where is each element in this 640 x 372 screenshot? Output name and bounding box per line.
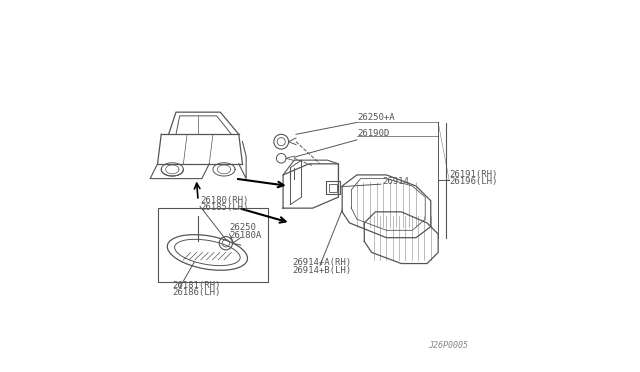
Text: J26P0005: J26P0005 (428, 341, 468, 350)
Text: 26250+A: 26250+A (357, 113, 394, 122)
Text: 26914+A(RH): 26914+A(RH) (292, 259, 351, 267)
Text: 26196(LH): 26196(LH) (449, 177, 498, 186)
Text: 26250: 26250 (230, 223, 257, 232)
Text: 26185(LH): 26185(LH) (200, 203, 248, 212)
Bar (326, 181, 340, 195)
Text: 26180(RH): 26180(RH) (200, 196, 248, 205)
Bar (157, 208, 268, 282)
Text: 26190D: 26190D (357, 129, 389, 138)
Bar (329, 184, 337, 192)
Text: 26180A: 26180A (230, 231, 262, 240)
Text: 26191(RH): 26191(RH) (449, 170, 498, 179)
Text: 26181(RH): 26181(RH) (172, 280, 221, 289)
Text: 26914+B(LH): 26914+B(LH) (292, 266, 351, 275)
Text: 26914: 26914 (383, 177, 410, 186)
Text: 26186(LH): 26186(LH) (172, 288, 221, 297)
